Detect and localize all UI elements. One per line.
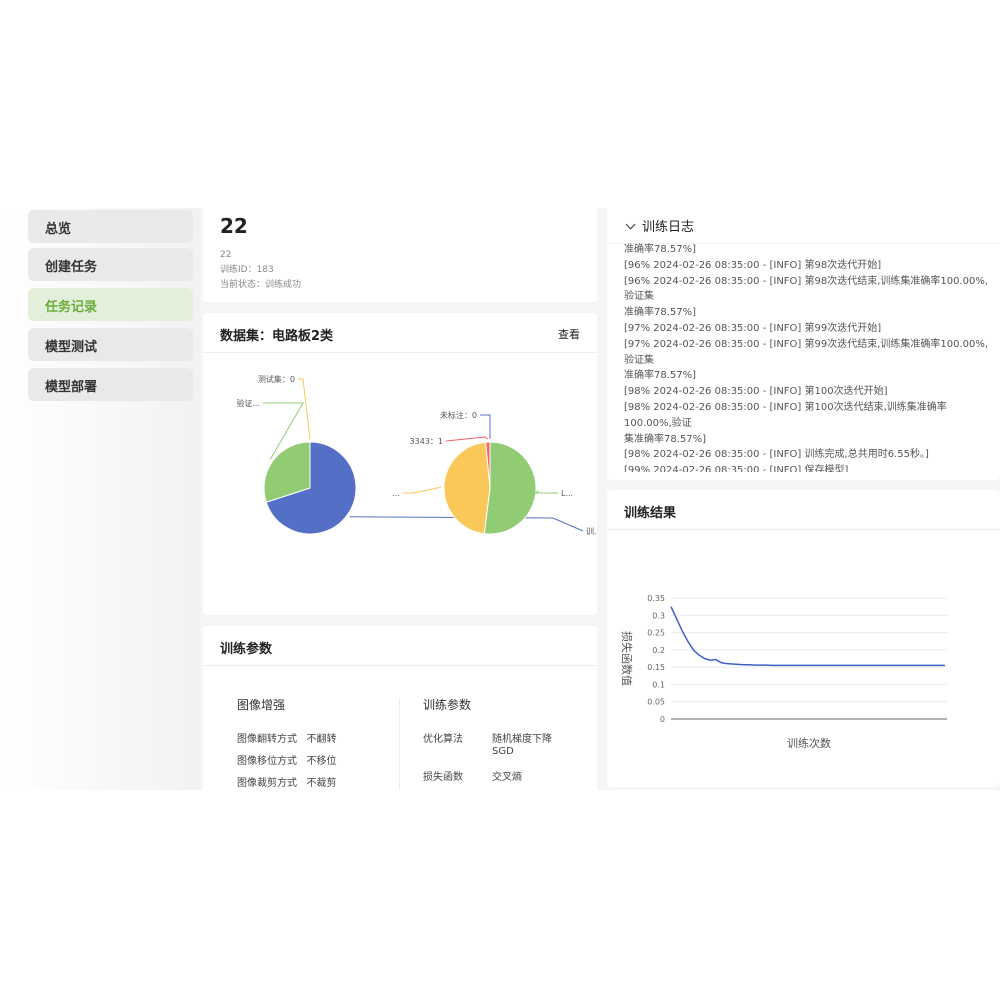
train-id: 训练ID：183 xyxy=(220,265,274,275)
train-heading: 训练参数 xyxy=(423,698,472,712)
pie-slice[interactable] xyxy=(443,441,491,535)
pie-label: 验证... xyxy=(236,398,260,408)
y-tick-label: 0.35 xyxy=(647,594,665,603)
param-key: 优化算法 xyxy=(423,734,463,745)
param-value: 不移位 xyxy=(306,756,337,767)
y-tick-label: 0 xyxy=(660,715,665,724)
log-line: 准确率78.57%] xyxy=(624,370,697,382)
app: 总览 创建任务 任务记录 模型测试 模型部署 22 22 训练ID：183 当前… xyxy=(0,208,1000,790)
pie-label: L... xyxy=(561,489,573,498)
params-header: 训练参数 xyxy=(203,626,597,666)
log-line: [99% 2024-02-26 08:35:00 - [INFO] 保存模型] xyxy=(624,465,849,472)
param-key: 损失函数 xyxy=(423,772,463,783)
log-line: [98% 2024-02-26 08:35:00 - [INFO] 第100次迭… xyxy=(624,386,888,398)
pie-label: ... xyxy=(392,489,400,498)
pie-slice[interactable] xyxy=(263,441,311,503)
pie-label: 3343：1 xyxy=(410,437,443,446)
loss-chart: 0 0.05 0.1 0.15 0.2 0.25 0.3 0.35 训练次数 损失函数值 xyxy=(620,594,947,750)
param-value: 不翻转 xyxy=(306,734,337,745)
param-value: 不裁剪 xyxy=(306,778,337,789)
pie-label-line xyxy=(349,516,584,532)
pie-label: 测试集：0 xyxy=(258,374,295,384)
pie-label-line xyxy=(445,436,488,442)
results-card: 训练结果 0 0.05 0.1 0.15 0.2 0.25 0.3 0.35 训练次数 损失函数值 xyxy=(607,490,1000,787)
y-tick-label: 0.3 xyxy=(652,611,665,620)
log-line: [98% 2024-02-26 08:35:00 - [INFO] 第100次迭… xyxy=(624,401,947,429)
y-tick-label: 0.1 xyxy=(652,680,665,689)
pie-label-line xyxy=(480,414,491,439)
pie-label-line xyxy=(263,402,304,460)
sidebar-item-overview[interactable]: 总览 xyxy=(28,210,193,243)
x-axis-label: 训练次数 xyxy=(787,736,831,750)
results-header: 训练结果 xyxy=(607,490,1000,530)
divider xyxy=(399,698,400,790)
pie-slice[interactable] xyxy=(265,441,357,535)
log-line: [96% 2024-02-26 08:35:00 - [INFO] 第98次迭代… xyxy=(624,259,882,271)
dataset-pie-charts: 训... 验证... 测试集：0 L...... 3343：1 未标注：0 xyxy=(236,374,597,536)
log-line: 准确率78.57%] xyxy=(624,244,697,255)
sidebar-item-model-deploy[interactable]: 模型部署 xyxy=(28,368,193,401)
task-info-card: 22 22 训练ID：183 当前状态：训练成功 xyxy=(203,208,597,302)
param-value: 交叉熵 xyxy=(492,772,522,783)
task-name: 22 xyxy=(220,250,232,260)
chevron-down-icon xyxy=(625,219,636,230)
log-line: [97% 2024-02-26 08:35:00 - [INFO] 第99次迭代… xyxy=(624,322,882,334)
log-line: [98% 2024-02-26 08:35:00 - [INFO] 训练完成,总… xyxy=(624,449,929,461)
pie-label-line xyxy=(298,378,311,440)
dataset-card: 数据集：电路板2类 查看 训... 验证... 测试集：0 L...... 3343：1… xyxy=(203,313,597,615)
y-tick-label: 0.15 xyxy=(647,663,665,672)
task-status: 当前状态：训练成功 xyxy=(220,280,302,290)
loss-line xyxy=(670,606,945,667)
log-line: 集准确率78.57%] xyxy=(624,433,707,445)
param-key: 图像裁剪方式 xyxy=(237,778,297,789)
sidebar-item-model-test[interactable]: 模型测试 xyxy=(28,328,193,361)
y-tick-label: 0.05 xyxy=(647,698,665,707)
param-value: 随机梯度下降 xyxy=(492,734,552,745)
pie-label: 未标注：0 xyxy=(440,410,477,420)
params-card: 训练参数 图像增强 图像翻转方式 不翻转 图像移位方式 不移位 图像裁剪方式 不… xyxy=(203,626,597,790)
y-axis-label: 损失函数值 xyxy=(620,631,634,686)
log-title: 训练日志 xyxy=(642,220,695,235)
view-button[interactable]: 查看 xyxy=(558,328,580,341)
log-card: 训练日志 准确率78.57%] [96% 2024-02-26 08:35:00 … xyxy=(607,208,1000,480)
task-title: 22 xyxy=(220,214,248,238)
param-key: 图像翻转方式 xyxy=(237,734,297,745)
y-tick-label: 0.25 xyxy=(647,629,665,638)
dataset-header: 数据集：电路板2类 查看 xyxy=(203,313,597,353)
pie-label-line xyxy=(403,486,442,494)
augment-heading: 图像增强 xyxy=(237,698,286,712)
pie-slice[interactable] xyxy=(485,441,491,489)
sidebar-item-create-task[interactable]: 创建任务 xyxy=(28,248,193,281)
pie-label: 训... xyxy=(586,527,597,536)
param-value-sub: SGD xyxy=(492,746,514,757)
param-key: 图像移位方式 xyxy=(237,756,297,767)
dataset-title: 数据集：电路板2类 xyxy=(220,329,334,344)
pie-label-line xyxy=(534,490,558,494)
log-line: 准确率78.57%] xyxy=(624,307,697,319)
y-tick-label: 0.2 xyxy=(652,646,665,655)
pie-slice[interactable] xyxy=(483,441,537,535)
log-line: [97% 2024-02-26 08:35:00 - [INFO] 第99次迭代… xyxy=(624,338,989,366)
log-content[interactable]: 准确率78.57%] [96% 2024-02-26 08:35:00 - [IN… xyxy=(624,242,994,472)
log-line: [96% 2024-02-26 08:35:00 - [INFO] 第98次迭代… xyxy=(624,275,989,303)
sidebar-item-task-records[interactable]: 任务记录 xyxy=(28,288,193,321)
log-header[interactable]: 训练日志 xyxy=(607,208,1000,244)
